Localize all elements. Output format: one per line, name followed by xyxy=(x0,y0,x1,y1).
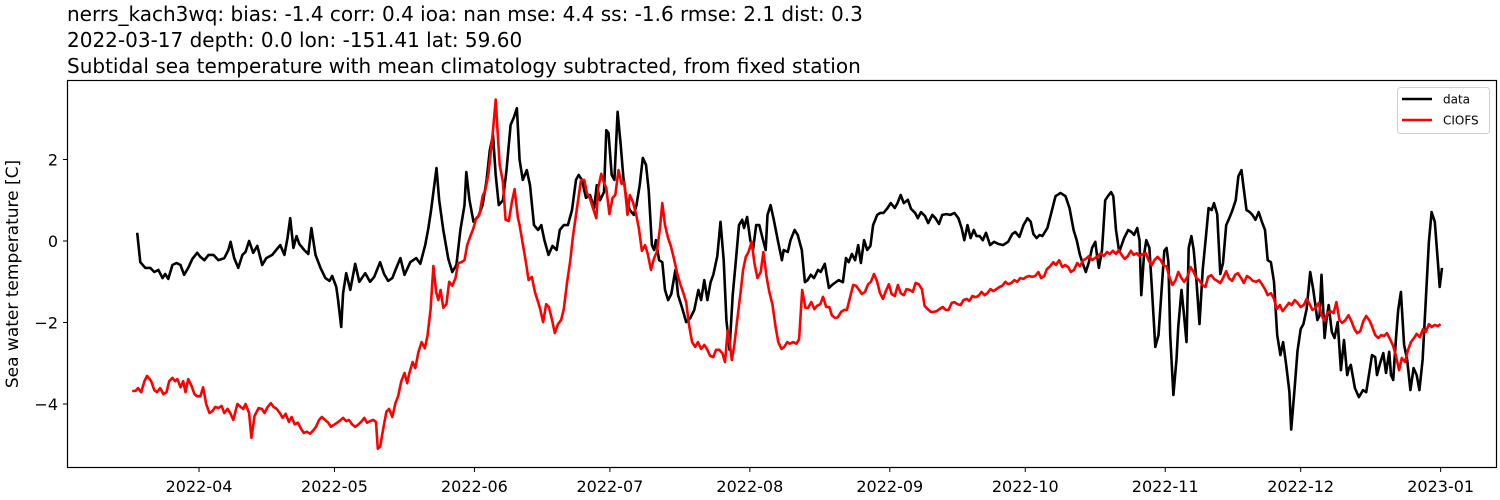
x-tick-label: 2022-07 xyxy=(576,477,643,496)
plot-area xyxy=(132,98,1444,451)
x-tick-label: 2022-12 xyxy=(1267,477,1334,496)
y-axis: 2 0 −2 −4 xyxy=(34,151,68,414)
y-tick-label: 2 xyxy=(48,151,58,170)
axes-frame xyxy=(66,79,1498,469)
legend: data CIOFS xyxy=(1397,87,1490,134)
x-axis: 2022-04 2022-05 2022-06 2022-07 2022-08 2022-… xyxy=(166,467,1474,496)
series-line-data xyxy=(135,106,1444,432)
x-tick-label: 2023-01 xyxy=(1407,477,1474,496)
x-tick-label: 2022-06 xyxy=(441,477,508,496)
chart-title-stats: nerrs_kach3wq: bias: -1.4 corr: 0.4 ioa:… xyxy=(67,2,863,26)
y-tick-label: −2 xyxy=(34,314,58,333)
y-axis-label: Sea water temperature [C] xyxy=(3,160,23,388)
x-tick-label: 2022-10 xyxy=(992,477,1059,496)
y-tick-label: −4 xyxy=(34,395,58,414)
x-tick-label: 2022-05 xyxy=(301,477,368,496)
x-tick-label: 2022-04 xyxy=(166,477,233,496)
chart-title-description: Subtidal sea temperature with mean clima… xyxy=(67,54,861,78)
series-line-ciofs xyxy=(132,98,1442,451)
y-tick-label: 0 xyxy=(48,232,58,251)
chart-title-location: 2022-03-17 depth: 0.0 lon: -151.41 lat: … xyxy=(67,28,523,52)
x-tick-label: 2022-11 xyxy=(1132,477,1199,496)
x-tick-label: 2022-08 xyxy=(716,477,783,496)
legend-label-ciofs: CIOFS xyxy=(1443,114,1479,128)
legend-label-data: data xyxy=(1443,93,1470,107)
x-tick-label: 2022-09 xyxy=(856,477,923,496)
